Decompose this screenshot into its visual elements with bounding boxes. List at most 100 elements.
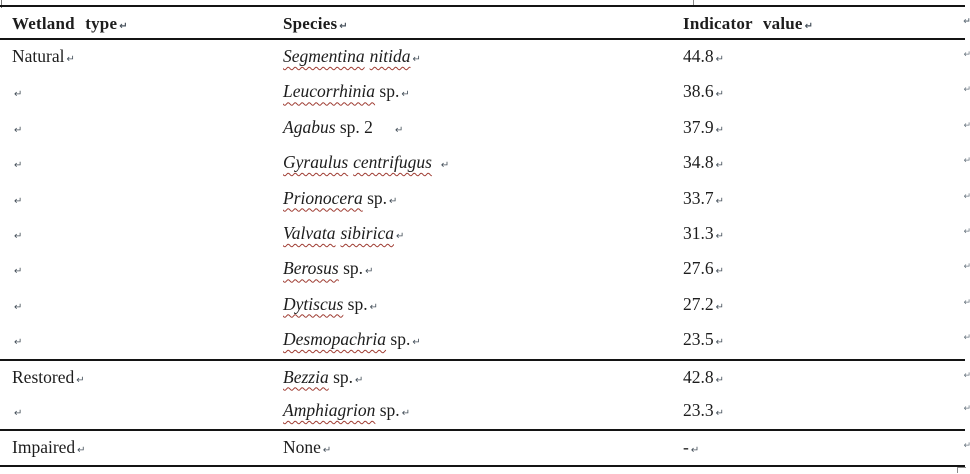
- wetland-type-cell[interactable]: ↵: [0, 182, 283, 217]
- paragraph-mark-icon: ↵: [715, 195, 725, 207]
- paragraph-mark-icon: ↵: [66, 54, 75, 65]
- paragraph-mark-icon: ↵: [715, 374, 725, 386]
- species-genus: Gyraulus: [283, 152, 349, 173]
- table-header-row: Wetland type ↵ Species ↵ Indicator value ↵ …: [0, 7, 970, 40]
- table-row: Impaired ↵ None ↵ - ↵ ↵: [0, 429, 970, 464]
- wetland-type-cell[interactable]: ↵: [0, 111, 283, 146]
- species-cell[interactable]: Prionocera sp. ↵: [283, 182, 683, 217]
- end-of-row-mark-icon: ↵: [963, 17, 970, 27]
- indicator-value-cell[interactable]: 31.3 ↵: [683, 217, 965, 252]
- wetland-type-cell[interactable]: Restored ↵: [0, 361, 283, 394]
- end-of-row-mark-icon: ↵: [963, 50, 970, 60]
- paragraph-mark-icon: ↵: [412, 54, 421, 65]
- wetland-type-cell[interactable]: ↵: [0, 252, 283, 287]
- indicator-value-cell[interactable]: 37.9 ↵: [683, 111, 965, 146]
- species-genus: Segmentina: [283, 46, 365, 66]
- indicator-value-cell[interactable]: 23.5 ↵: [683, 323, 965, 358]
- paragraph-mark-icon: ↵: [401, 407, 411, 419]
- header-indicator-value[interactable]: Indicator value ↵: [683, 7, 965, 38]
- species-genus: Dytiscus: [283, 293, 344, 314]
- species-genus: Amphiagrion: [283, 399, 376, 420]
- header-species[interactable]: Species ↵: [283, 7, 683, 38]
- header-species-label: Species: [283, 14, 338, 33]
- species-cell[interactable]: Segmentina nitida ↵: [283, 40, 683, 75]
- wetland-type-text: Restored: [12, 366, 75, 387]
- species-suffix: sp.: [362, 187, 388, 208]
- species-cell[interactable]: Amphiagrion sp. ↵: [283, 394, 683, 429]
- species-epithet: nitida: [369, 46, 411, 66]
- table-row: ↵ Prionocera sp. ↵ 33.7 ↵ ↵: [0, 182, 970, 217]
- indicator-value-cell[interactable]: 33.7 ↵: [683, 182, 965, 217]
- species-epithet: centrifugus: [353, 152, 432, 173]
- species-cell[interactable]: Agabus sp. 2 ↵: [283, 111, 683, 146]
- wetland-type-text: Impaired: [12, 437, 76, 458]
- wetland-type-cell[interactable]: ↵: [0, 394, 283, 429]
- paragraph-mark-icon: ↵: [355, 374, 364, 386]
- table-row: Restored ↵ Bezzia sp. ↵ 42.8 ↵ ↵: [0, 358, 970, 394]
- indicator-value-cell[interactable]: 34.8 ↵: [683, 146, 965, 181]
- paragraph-mark-icon: ↵: [395, 230, 405, 242]
- paragraph-mark-icon: ↵: [14, 230, 23, 242]
- indicator-value-cell[interactable]: 38.6 ↵: [683, 75, 965, 110]
- indicator-value-cell[interactable]: - ↵: [683, 431, 965, 464]
- wetland-type-cell[interactable]: ↵: [0, 288, 283, 323]
- table-row: ↵ Leucorrhinia sp. ↵ 38.6 ↵ ↵: [0, 75, 970, 110]
- species-suffix: sp.: [375, 81, 400, 102]
- indicator-value-cell[interactable]: 27.6 ↵: [683, 252, 965, 287]
- paragraph-mark-icon: ↵: [14, 407, 23, 419]
- species-suffix: sp.: [386, 329, 411, 350]
- indicator-value-text: 33.7: [683, 187, 714, 208]
- species-cell[interactable]: Leucorrhinia sp. ↵: [283, 75, 683, 110]
- species-cell[interactable]: Gyraulus centrifugus ↵: [283, 146, 683, 181]
- species-genus: Valvata: [283, 222, 336, 243]
- paragraph-mark-icon: ↵: [690, 445, 700, 457]
- paragraph-mark-icon: ↵: [14, 124, 23, 136]
- indicator-value-text: 38.6: [683, 81, 714, 102]
- paragraph-mark-icon: ↵: [715, 124, 725, 136]
- end-of-row-mark-icon: ↵: [963, 370, 970, 381]
- indicator-value-text: 31.3: [683, 222, 714, 243]
- paragraph-mark-icon: ↵: [715, 301, 725, 313]
- paragraph-mark-icon: ↵: [14, 337, 23, 349]
- species-cell[interactable]: Berosus sp. ↵: [283, 252, 683, 287]
- table-row: ↵ Agabus sp. 2 ↵ 37.9 ↵ ↵: [0, 111, 970, 146]
- ruler-tick-top-middle: [693, 0, 694, 5]
- paragraph-mark-icon: ↵: [339, 21, 348, 32]
- species-cell[interactable]: Desmopachria sp. ↵: [283, 323, 683, 358]
- species-genus: Desmopachria: [283, 329, 387, 350]
- indicator-value-cell[interactable]: 23.3 ↵: [683, 394, 965, 429]
- species-genus: Prionocera: [283, 187, 363, 208]
- wetland-type-cell[interactable]: Natural ↵: [0, 40, 283, 75]
- table-row: ↵ Valvata sibirica ↵ 31.3 ↵ ↵: [0, 217, 970, 252]
- indicator-value-text: 42.8: [683, 366, 714, 387]
- paragraph-mark-icon: ↵: [412, 337, 421, 349]
- wetland-type-cell[interactable]: ↵: [0, 323, 283, 358]
- indicator-value-text: 37.9: [683, 116, 714, 137]
- paragraph-mark-icon: ↵: [715, 54, 725, 65]
- species-genus: Berosus: [283, 258, 339, 279]
- species-cell[interactable]: Bezzia sp. ↵: [283, 361, 683, 394]
- paragraph-mark-icon: ↵: [14, 89, 23, 101]
- species-suffix: sp.: [343, 293, 368, 314]
- species-plain-text: None: [283, 437, 321, 458]
- species-cell[interactable]: None ↵: [283, 431, 683, 464]
- indicator-value-cell[interactable]: 44.8 ↵: [683, 40, 965, 75]
- indicator-value-text: 44.8: [683, 46, 714, 66]
- species-cell[interactable]: Dytiscus sp. ↵: [283, 288, 683, 323]
- indicator-value-cell[interactable]: 27.2 ↵: [683, 288, 965, 323]
- paragraph-mark-icon: ↵: [365, 266, 374, 278]
- paragraph-mark-icon: ↵: [394, 124, 404, 136]
- paragraph-mark-icon: ↵: [389, 195, 398, 207]
- table-row: ↵ Amphiagrion sp. ↵ 23.3 ↵ ↵: [0, 394, 970, 429]
- header-wetland-type[interactable]: Wetland type ↵: [0, 7, 283, 38]
- indicator-value-text: -: [683, 437, 689, 458]
- wetland-type-cell[interactable]: Impaired ↵: [0, 431, 283, 464]
- wetland-type-cell[interactable]: ↵: [0, 217, 283, 252]
- wetland-type-cell[interactable]: ↵: [0, 146, 283, 181]
- species-cell[interactable]: Valvata sibirica ↵: [283, 217, 683, 252]
- paragraph-mark-icon: ↵: [119, 21, 128, 32]
- indicator-value-cell[interactable]: 42.8 ↵: [683, 361, 965, 394]
- paragraph-mark-icon: ↵: [76, 374, 85, 386]
- wetland-type-cell[interactable]: ↵: [0, 75, 283, 110]
